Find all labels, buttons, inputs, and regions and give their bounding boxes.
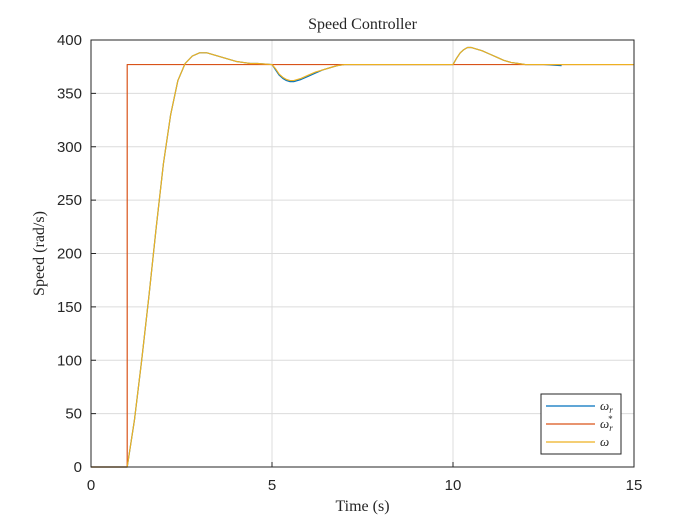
y-tick-label: 50: [65, 406, 82, 423]
y-tick-label: 100: [57, 352, 82, 369]
y-tick-label: 150: [57, 299, 82, 316]
chart-title: Speed Controller: [308, 16, 418, 33]
x-tick-label: 15: [626, 477, 643, 494]
y-tick-label: 0: [74, 459, 82, 476]
legend: ωr ωr* ω: [540, 393, 622, 455]
y-tick-label: 200: [57, 246, 82, 263]
x-tick-label: 10: [445, 477, 462, 494]
y-tick-label: 400: [57, 32, 82, 49]
grid-lines: [91, 40, 634, 467]
x-tick-label: 5: [268, 477, 276, 494]
y-tick-label: 250: [57, 192, 82, 209]
series-line-omega: [91, 46, 634, 468]
y-tick-label: 350: [57, 85, 82, 102]
x-tick-label: 0: [87, 477, 95, 494]
y-axis-label: Speed (rad/s): [31, 211, 48, 296]
legend-label-omega-r-star: ωr*: [600, 414, 613, 433]
y-tick-label: 300: [57, 139, 82, 156]
legend-label-omega: ω: [600, 434, 609, 449]
x-axis-label: Time (s): [335, 498, 389, 515]
